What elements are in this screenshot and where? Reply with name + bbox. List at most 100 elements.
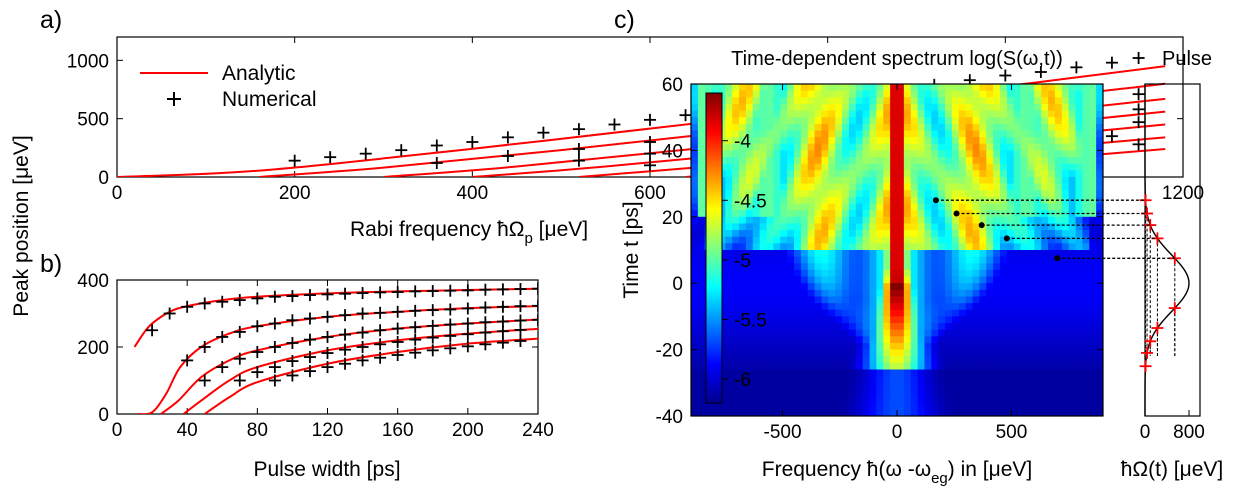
heatmap-cell: [1041, 283, 1049, 291]
heatmap-cell: [883, 256, 891, 264]
heatmap-cell: [1061, 382, 1070, 391]
heatmap-cell: [787, 250, 795, 258]
heatmap-cell: [739, 176, 747, 185]
heatmap-cell: [890, 276, 898, 284]
heatmap-cell: [993, 157, 1001, 165]
heatmap-cell: [1089, 342, 1097, 351]
heatmap-cell: [986, 362, 994, 371]
heatmap-cell: [945, 323, 953, 331]
heatmap-cell: [739, 137, 747, 145]
heatmap-cell: [1082, 183, 1090, 191]
heatmap-cell: [766, 369, 774, 377]
heatmap-cell: [1000, 283, 1008, 291]
heatmap-cell: [766, 303, 774, 311]
heatmap-cell: [1075, 376, 1083, 384]
heatmap-cell: [1041, 402, 1049, 410]
heatmap-cell: [1013, 289, 1022, 298]
heatmap-cell: [965, 117, 974, 125]
heatmap-cell: [1034, 190, 1042, 198]
heatmap-cell: [979, 163, 987, 171]
heatmap-cell: [691, 323, 699, 331]
heatmap-cell: [862, 236, 871, 244]
heatmap-cell: [945, 269, 953, 278]
heatmap-cell: [1027, 389, 1035, 397]
heatmap-cell: [828, 157, 836, 165]
heatmap-cell: [1075, 269, 1083, 278]
heatmap-cell: [794, 183, 802, 191]
heatmap-cell: [855, 409, 864, 416]
heatmap-cell: [773, 336, 781, 344]
heatmap-cell: [855, 342, 864, 351]
heatmap-cell: [951, 296, 960, 304]
heatmap-cell: [951, 243, 960, 251]
heatmap-cell: [910, 170, 919, 178]
heatmap-cell: [752, 84, 761, 92]
heatmap-cell: [945, 103, 953, 112]
heatmap-cell: [931, 97, 939, 105]
heatmap-cell: [752, 223, 761, 231]
heatmap-cell: [794, 356, 802, 364]
heatmap-cell: [958, 117, 967, 125]
heatmap-cell: [938, 110, 946, 118]
heatmap-cell: [1000, 303, 1008, 311]
heatmap-cell: [1041, 190, 1049, 198]
heatmap-cell: [965, 409, 974, 416]
heatmap-cell: [800, 349, 809, 357]
heatmap-cell: [794, 382, 802, 391]
heatmap-cell: [800, 263, 809, 271]
heatmap-cell: [766, 342, 774, 351]
heatmap-cell: [800, 117, 809, 125]
heatmap-cell: [773, 349, 781, 357]
heatmap-cell: [1048, 163, 1056, 171]
heatmap-cell: [752, 336, 761, 344]
heatmap-cell: [869, 183, 877, 191]
heatmap-cell: [1048, 316, 1056, 324]
heatmap-cell: [1054, 389, 1063, 397]
heatmap-cell: [972, 137, 980, 145]
heatmap-cell: [848, 329, 857, 337]
heatmap-cell: [1075, 256, 1083, 264]
heatmap-cell: [958, 170, 967, 178]
heatmap-cell: [773, 170, 781, 178]
heatmap-cell: [848, 110, 857, 118]
heatmap-cell: [903, 230, 912, 238]
heatmap-cell: [1034, 263, 1042, 271]
heatmap-cell: [924, 243, 932, 251]
heatmap-cell: [931, 389, 939, 397]
heatmap-cell: [842, 296, 850, 304]
heatmap-cell: [1000, 409, 1008, 416]
heatmap-cell: [725, 117, 733, 125]
heatmap-cell: [787, 143, 795, 151]
heatmap-cell: [1041, 243, 1049, 251]
heatmap-cell: [1075, 130, 1083, 138]
heatmap-cell: [931, 250, 939, 258]
heatmap-cell: [993, 289, 1001, 298]
heatmap-cell: [814, 342, 823, 351]
heatmap-cell: [732, 97, 740, 105]
heatmap-cell: [1013, 349, 1022, 357]
heatmap-cell: [855, 90, 864, 98]
heatmap-cell: [807, 170, 816, 178]
heatmap-cell: [1096, 190, 1103, 198]
heatmap-cell: [869, 190, 877, 198]
heatmap-cell: [862, 130, 871, 138]
heatmap-cell: [691, 190, 699, 198]
heatmap-cell: [890, 143, 898, 151]
heatmap-cell: [835, 256, 843, 264]
heatmap-cell: [842, 130, 850, 138]
heatmap-cell: [958, 157, 967, 165]
heatmap-cell: [869, 230, 877, 238]
heatmap-cell: [958, 362, 967, 371]
heatmap-cell: [1020, 150, 1029, 158]
heatmap-cell: [848, 263, 857, 271]
heatmap-cell: [1075, 396, 1083, 404]
heatmap-cell: [848, 349, 857, 357]
heatmap-cell: [1061, 190, 1070, 198]
heatmap-cell: [787, 329, 795, 337]
peak-position-ylabel: Peak position [μeV]: [10, 135, 33, 316]
heatmap-cell: [862, 183, 871, 191]
heatmap-cell: [807, 323, 816, 331]
heatmap-cell: [855, 369, 864, 377]
heatmap-cell: [794, 396, 802, 404]
